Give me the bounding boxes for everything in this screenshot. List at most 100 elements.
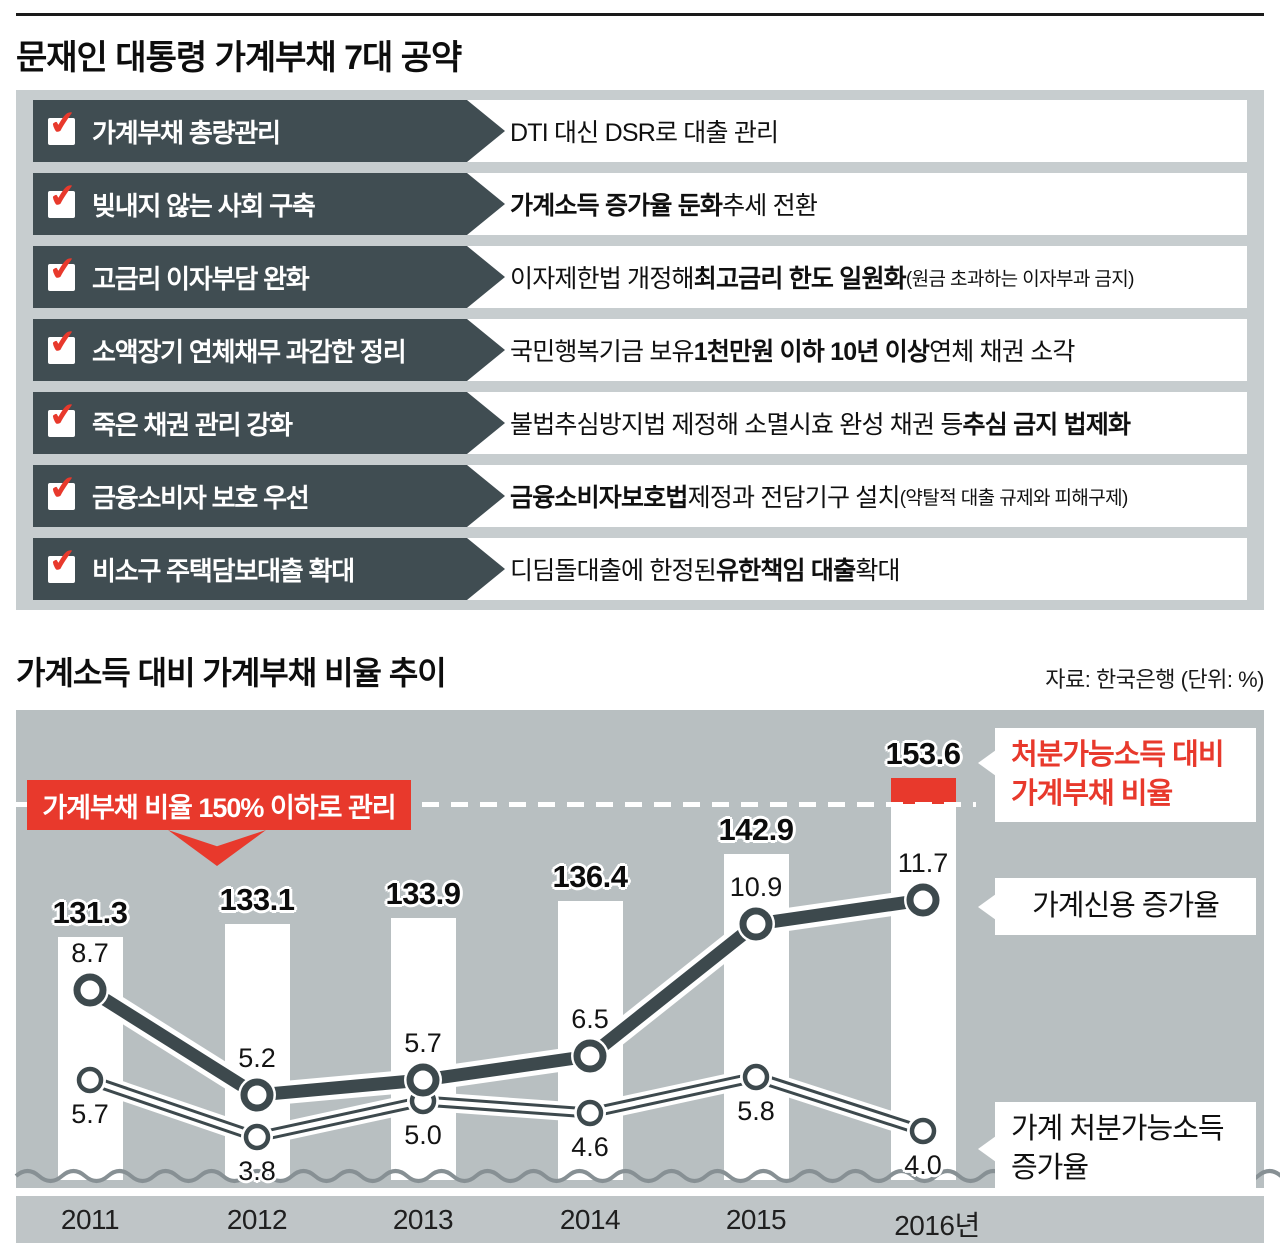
- credit-value-label: 10.9: [729, 872, 783, 902]
- pledge-row-3: ✔ 고금리 이자부담 완화 이자제한법 개정해 최고금리 한도 일원화 (원금 초과하…: [33, 246, 1247, 308]
- checkmark-icon: ✔: [47, 248, 79, 288]
- income-value-label: 4.0: [904, 1150, 942, 1180]
- pledge-board: ✔ 가계부채 총량관리 DTI 대신 DSR로 대출 관리 ✔ 빚내지 않는 사회 구축…: [16, 90, 1264, 610]
- x-axis-strip: 2011 2012 2013 2014 2015 2016년: [16, 1196, 1264, 1243]
- pledge-banner: ✔ 소액장기 연체채무 과감한 정리: [33, 319, 505, 381]
- series-lines-layer: [14, 881, 1280, 1183]
- legend-income-growth-text: 증가율: [1011, 1152, 1089, 1184]
- checkbox-icon: ✔: [48, 483, 75, 510]
- checkmark-icon: ✔: [47, 175, 79, 215]
- income-marker: [909, 1117, 937, 1145]
- income-value-label: 5.0: [404, 1120, 442, 1150]
- bar-value-label: 131.3: [52, 895, 128, 930]
- credit-value-label: 8.7: [71, 938, 109, 968]
- income-value-label: 5.7: [71, 1099, 109, 1129]
- pledge-description: 가계소득 증가율 둔화 추세 전환: [510, 173, 1243, 235]
- pledge-description-segment: 불법추심방지법 제정해 소멸시효 완성 채권 등: [510, 411, 963, 439]
- credit-marker: [73, 973, 107, 1007]
- bar-value-label: 133.9: [385, 876, 461, 911]
- income-value-label: 5.8: [737, 1096, 775, 1126]
- bar-value-label: 142.9: [718, 812, 794, 847]
- pledge-banner: ✔ 금융소비자 보호 우선: [33, 465, 505, 527]
- pledge-description-segment: 국민행복기금 보유: [510, 338, 695, 366]
- pledge-label: 고금리 이자부담 완화: [92, 263, 309, 294]
- pledge-banner: ✔ 가계부채 총량관리: [33, 100, 505, 162]
- checkbox-icon: ✔: [48, 410, 75, 437]
- pledge-banner: ✔ 빚내지 않는 사회 구축: [33, 173, 505, 235]
- pledge-row-background: [463, 246, 1247, 308]
- pledge-description-segment: 금융소비자보호법: [510, 484, 688, 512]
- credit-growth-line: [83, 893, 930, 1102]
- pledge-row-background: [463, 319, 1247, 381]
- credit-value-label: 5.7: [404, 1028, 442, 1058]
- legend-credit-growth: 가계신용 증가율: [978, 878, 1256, 935]
- credit-marker: [573, 1039, 607, 1073]
- checkmark-icon: ✔: [47, 467, 79, 507]
- pledge-description-segment: 1천만원 이하 10년 이상: [693, 338, 930, 366]
- income-marker: [576, 1099, 604, 1127]
- income-marker: [742, 1063, 770, 1091]
- x-axis-label-2016년: 2016년: [894, 1210, 980, 1241]
- legend-credit-growth-text: 가계신용 증가율: [1032, 890, 1220, 922]
- pledge-description: 디딤돌대출에 한정된 유한책임 대출 확대: [510, 538, 1243, 600]
- credit-marker: [406, 1063, 440, 1097]
- threshold-dashed-line: [16, 802, 976, 807]
- pledge-row-6: ✔ 금융소비자 보호 우선 금융소비자보호법 제정과 전담기구 설치 (약탈적 대출 …: [33, 465, 1247, 527]
- chart-title: 가계소득 대비 가계부채 비율 추이: [16, 655, 447, 691]
- pledge-description-segment: DTI 대신 DSR로 대출 관리: [510, 119, 779, 147]
- pledge-row-background: [463, 538, 1247, 600]
- bar-value-label: 133.1: [219, 882, 295, 917]
- bar-over-threshold-cap: [891, 778, 956, 804]
- pledge-description: 국민행복기금 보유 1천만원 이하 10년 이상 연체 채권 소각: [510, 319, 1243, 381]
- pledge-label: 가계부채 총량관리: [92, 117, 280, 148]
- x-axis-label-2015: 2015: [725, 1204, 787, 1235]
- pledge-row-background: [463, 100, 1247, 162]
- pledge-row-background: [463, 392, 1247, 454]
- pledge-description-segment: 확대: [855, 557, 900, 585]
- income-value-label: 4.6: [571, 1132, 609, 1162]
- pledge-row-background: [463, 173, 1247, 235]
- income-marker: [76, 1066, 104, 1094]
- pledge-row-background: [463, 465, 1247, 527]
- pledge-label: 소액장기 연체채무 과감한 정리: [92, 336, 406, 367]
- pledge-banner: ✔ 비소구 주택담보대출 확대: [33, 538, 505, 600]
- income-marker: [243, 1123, 271, 1151]
- checkmark-icon: ✔: [47, 102, 79, 142]
- pledge-description-segment: 가계소득 증가율 둔화: [510, 192, 723, 220]
- checkmark-icon: ✔: [47, 321, 79, 361]
- pledge-description-segment: 추심 금지 법제화: [962, 411, 1132, 439]
- legend-debt-ratio-text: 처분가능소득 대비: [1011, 739, 1225, 771]
- bar-value-label: 136.4: [552, 859, 628, 894]
- pledge-description: 이자제한법 개정해 최고금리 한도 일원화 (원금 초과하는 이자부과 금지): [510, 246, 1243, 308]
- pledge-banner: ✔ 죽은 채권 관리 강화: [33, 392, 505, 454]
- x-axis-label-2014: 2014: [559, 1204, 621, 1235]
- checkbox-icon: ✔: [48, 337, 75, 364]
- pledge-description-segment: 연체 채권 소각: [929, 338, 1075, 366]
- legend-income-growth-text: 가계 처분가능소득: [1011, 1113, 1225, 1145]
- income-growth-line-core: [87, 1074, 926, 1140]
- page-title: 문재인 대통령 가계부채 7대 공약: [16, 39, 462, 77]
- credit-value-label: 6.5: [571, 1004, 609, 1034]
- credit-value-label: 11.7: [897, 848, 949, 878]
- plot-area: 131.3 133.1 133.9 136.4 142.9 153.6 8.7 5.2 5.7 6…: [14, 710, 1280, 1196]
- bar-2013: [391, 918, 456, 1180]
- legend-debt-ratio-text: 가계부채 비율: [1011, 778, 1173, 810]
- pledge-description: DTI 대신 DSR로 대출 관리: [510, 100, 1243, 162]
- x-axis-label-2012: 2012: [226, 1204, 288, 1235]
- pledge-row-2: ✔ 빚내지 않는 사회 구축 가계소득 증가율 둔화 추세 전환: [33, 173, 1247, 235]
- checkbox-icon: ✔: [48, 118, 75, 145]
- credit-marker: [240, 1078, 274, 1112]
- checkbox-icon: ✔: [48, 191, 75, 218]
- credit-marker: [739, 907, 773, 941]
- pledge-description-segment: 디딤돌대출에 한정된: [510, 557, 717, 585]
- pledge-row-1: ✔ 가계부채 총량관리 DTI 대신 DSR로 대출 관리: [33, 100, 1247, 162]
- threshold-callout: 가계부채 비율 150% 이하로 관리: [27, 780, 411, 830]
- pledge-banner: ✔ 고금리 이자부담 완화: [33, 246, 505, 308]
- pledge-row-7: ✔ 비소구 주택담보대출 확대 디딤돌대출에 한정된 유한책임 대출 확대: [33, 538, 1247, 600]
- pledge-description-segment: (원금 초과하는 이자부과 금지): [905, 268, 1135, 290]
- x-axis-label-2013: 2013: [392, 1204, 454, 1235]
- x-axis-label-2011: 2011: [60, 1204, 120, 1235]
